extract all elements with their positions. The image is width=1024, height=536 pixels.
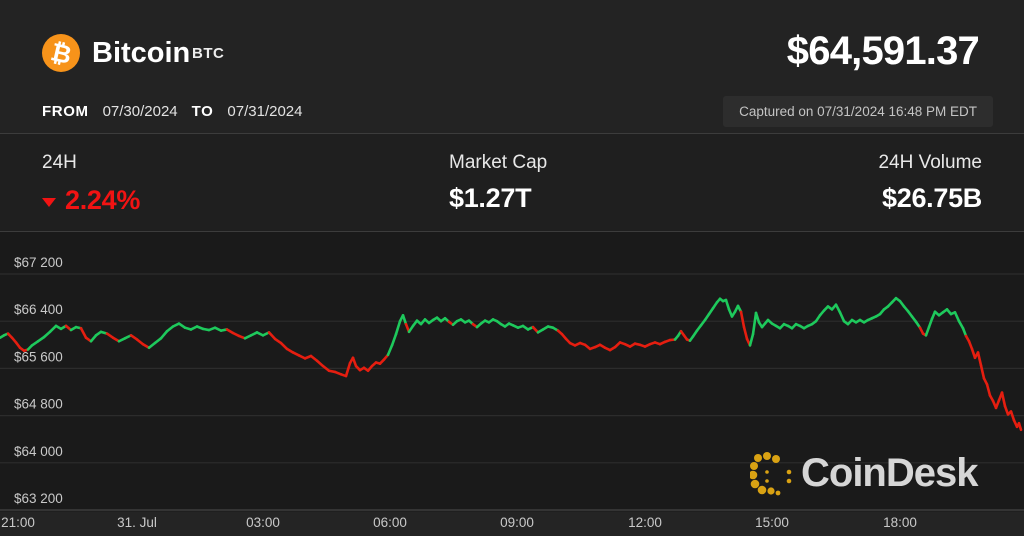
price-line-segment: [1009, 410, 1016, 422]
coin-name: Bitcoin: [92, 37, 191, 69]
volume-value: $26.75B: [882, 183, 982, 213]
price-line-segment: [924, 325, 931, 337]
stats-band: 24H 2.24% Market Cap $1.27T 24H Volume $…: [0, 133, 1024, 232]
price-line-segment: [961, 326, 968, 338]
price-line-segment: [42, 330, 52, 339]
y-axis-tick-label: $66 400: [14, 302, 63, 317]
coindesk-wordmark: CoinDesk: [801, 451, 978, 495]
x-axis-tick-label: 06:00: [373, 515, 407, 530]
coindesk-watermark: CoinDesk: [750, 451, 978, 496]
header: ₿ Bitcoin BTC $64,591.37 FROM 07/30/2024…: [0, 0, 1024, 133]
x-axis-tick-label: 12:00: [628, 515, 662, 530]
price-chart[interactable]: $67 200 $66 400 $65 600 $64 800 $64 000 $63 2…: [0, 246, 1024, 536]
price-line-segment: [985, 383, 992, 397]
x-axis-tick-label: 09:00: [500, 515, 534, 530]
market-cap-label: Market Cap: [449, 152, 548, 173]
price-line-segment: [748, 332, 755, 347]
price-line-segment: [351, 356, 358, 368]
stat-market-cap: Market Cap $1.27T: [449, 152, 547, 214]
price-line-segment: [979, 364, 986, 380]
coin-symbol: BTC: [192, 45, 225, 62]
price-line-segment: [48, 324, 58, 334]
price-chart-canvas[interactable]: $67 200 $66 400 $65 600 $64 800 $64 000 $63 2…: [0, 246, 1024, 536]
stat-24h-volume: 24H Volume $26.75B: [878, 152, 982, 214]
stat-24h-change: 24H 2.24%: [42, 152, 140, 216]
x-axis-tick-label: 21:00: [1, 515, 35, 530]
price-line-segment: [751, 311, 758, 336]
to-label: TO: [191, 103, 214, 120]
price-line-segment: [390, 332, 398, 347]
x-axis-tick-label: 31. Jul: [117, 515, 157, 530]
down-arrow-icon: [42, 198, 56, 207]
change-label: 24H: [42, 152, 77, 173]
price-line-segment: [394, 319, 402, 336]
price-line-segment: [315, 359, 325, 368]
to-date[interactable]: 07/31/2024: [227, 103, 303, 120]
y-axis-tick-label: $63 200: [14, 491, 63, 506]
bitcoin-b-glyph: ₿: [47, 36, 75, 70]
price-line-segment: [754, 311, 761, 324]
price-line-segment: [267, 331, 277, 341]
price-line-segment: [838, 311, 846, 323]
price-line-segment: [344, 361, 352, 378]
current-price: $64,591.37: [786, 29, 980, 73]
price-line-segment: [957, 319, 965, 330]
y-axis-tick-label: $65 600: [14, 349, 63, 364]
price-line-segment: [1000, 391, 1007, 408]
from-date[interactable]: 07/30/2024: [102, 103, 178, 120]
price-line-segment: [724, 298, 731, 311]
price-line-segment: [401, 314, 408, 326]
y-axis-tick-label: $64 800: [14, 397, 63, 412]
x-axis-tick-label: 03:00: [246, 515, 280, 530]
price-line-segment: [1017, 421, 1023, 432]
from-label: FROM: [42, 103, 89, 120]
y-axis-tick-label: $64 000: [14, 444, 63, 459]
price-line-segment: [159, 329, 169, 340]
price-line-segment: [953, 311, 961, 323]
x-axis-tick-label: 18:00: [883, 515, 917, 530]
price-line-segment: [976, 351, 983, 367]
market-cap-value: $1.27T: [449, 183, 532, 213]
price-line-segment: [742, 325, 749, 341]
price-line-segment: [79, 326, 88, 340]
price-line-segment: [386, 344, 394, 357]
price-line-segment: [279, 341, 289, 351]
x-axis-tick-label: 15:00: [755, 515, 789, 530]
captured-timestamp-badge: Captured on 07/31/2024 16:48 PM EDT: [723, 96, 993, 127]
price-line-segment: [834, 303, 842, 314]
change-value: 2.24%: [65, 185, 141, 215]
bitcoin-logo-icon: ₿: [42, 34, 80, 72]
price-line-segment: [739, 310, 746, 329]
volume-label: 24H Volume: [878, 152, 982, 173]
coindesk-logo-icon: [750, 451, 792, 495]
price-line-segment: [927, 317, 934, 329]
date-range-row: FROM 07/30/2024 TO 07/31/2024: [42, 103, 302, 120]
x-axis-strip: [0, 511, 1024, 536]
price-line-segment: [994, 398, 1001, 410]
y-axis-tick-label: $67 200: [14, 255, 63, 270]
price-line-segment: [1003, 404, 1010, 416]
price-line-segment: [967, 339, 974, 351]
